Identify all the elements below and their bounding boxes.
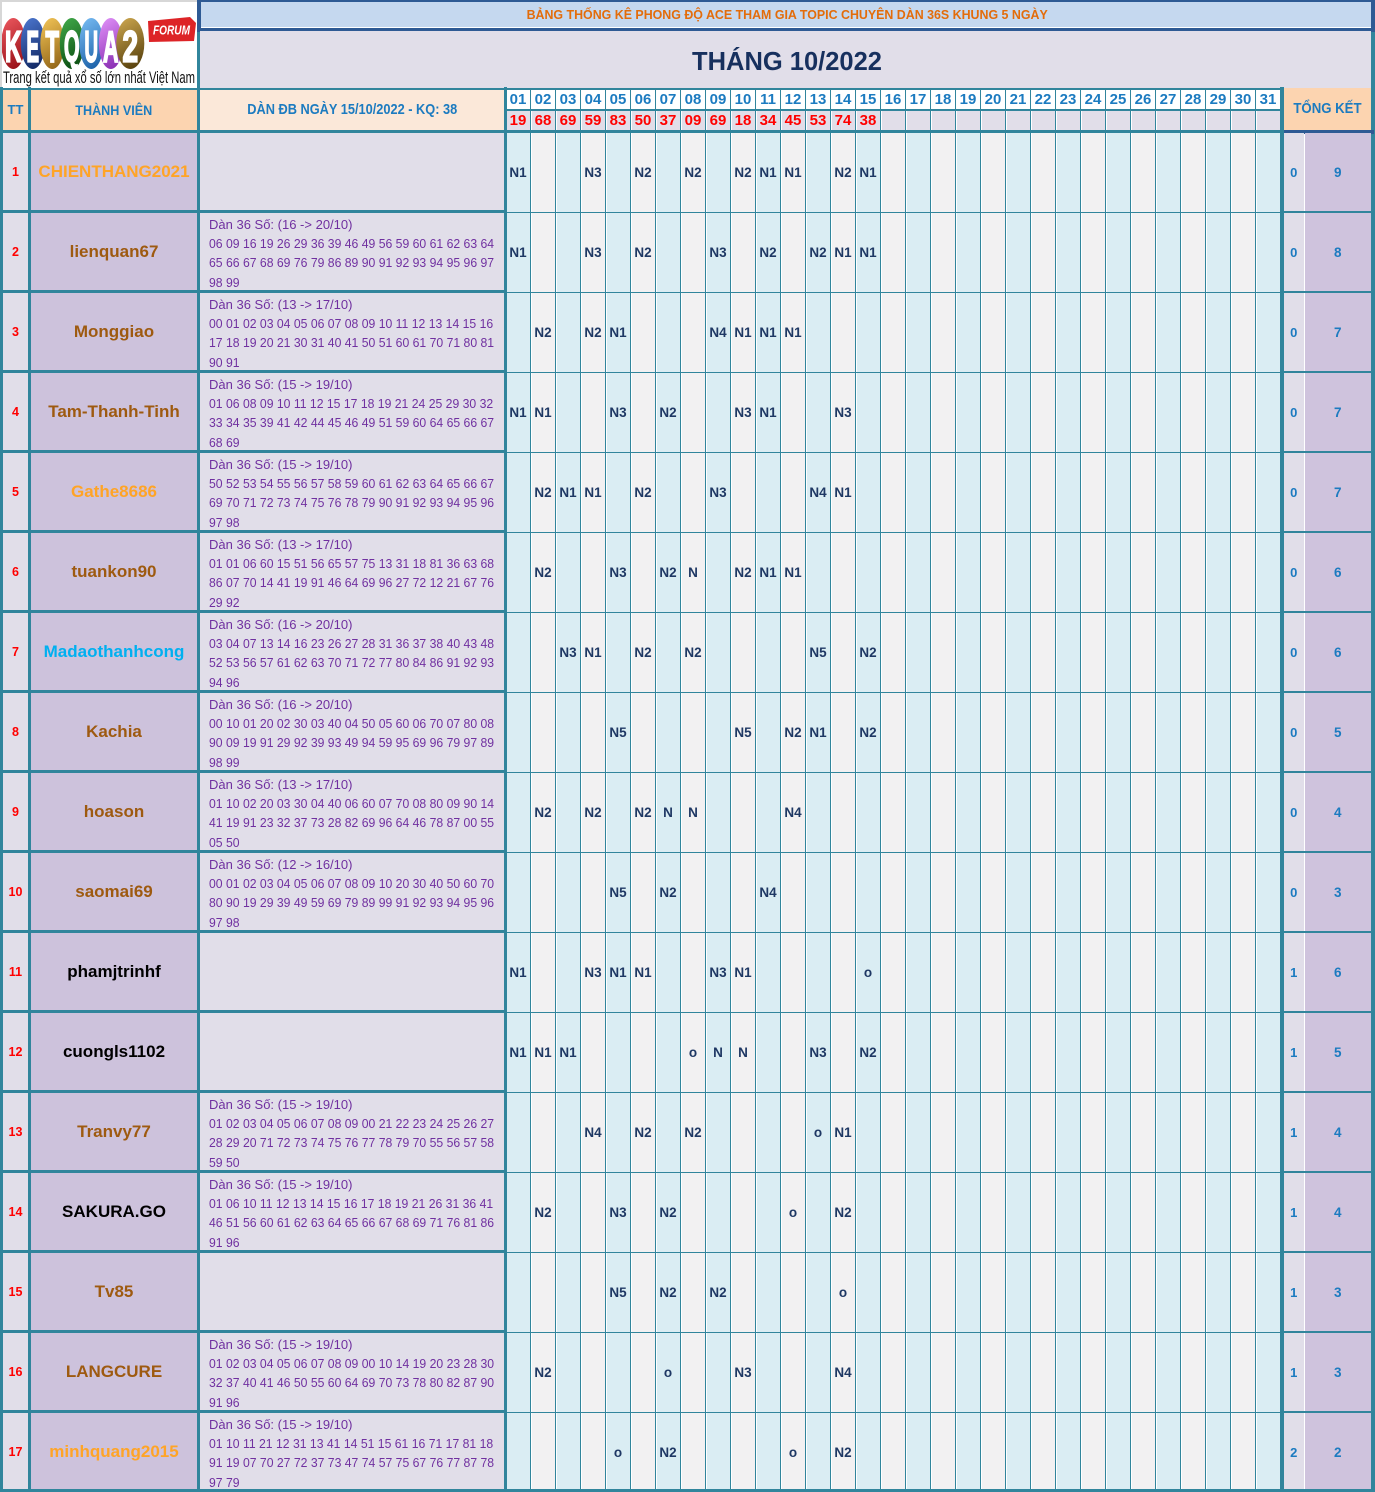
svg-text:FORUM: FORUM	[153, 23, 191, 38]
svg-text:2: 2	[123, 23, 139, 72]
svg-text:A: A	[103, 23, 119, 72]
svg-text:Q: Q	[64, 23, 80, 72]
svg-text:U: U	[85, 23, 99, 72]
svg-text:E: E	[27, 23, 40, 72]
svg-text:K: K	[5, 23, 22, 72]
svg-text:T: T	[46, 23, 60, 72]
